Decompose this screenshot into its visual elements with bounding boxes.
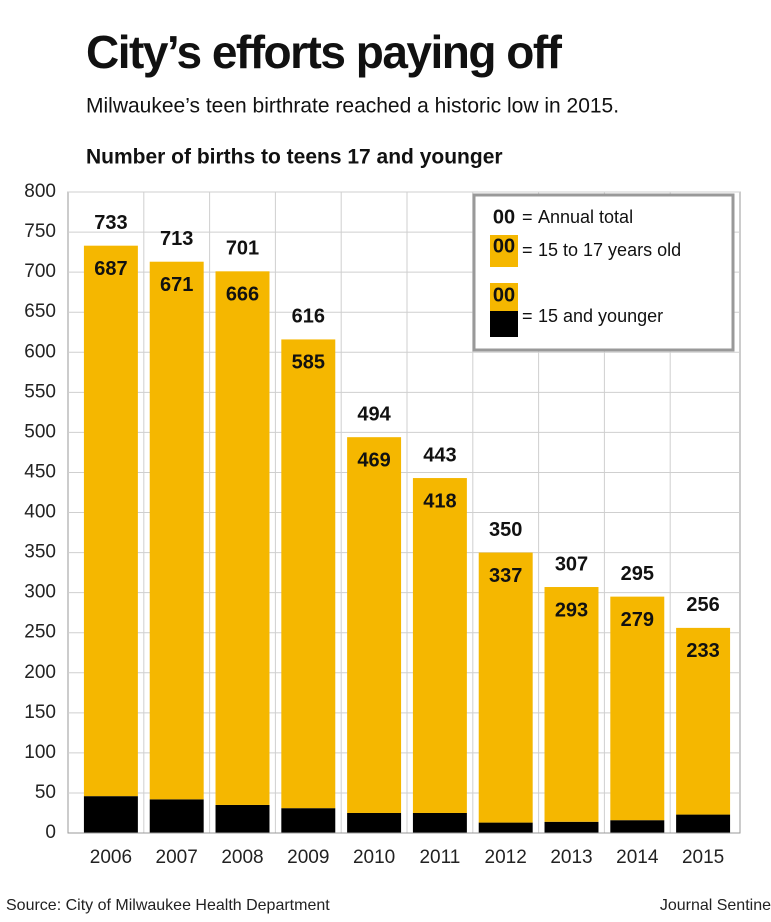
segment-label: 418 xyxy=(423,490,456,512)
x-tick-label: 2015 xyxy=(682,847,724,868)
x-tick-label: 2008 xyxy=(221,847,263,868)
bar-segment xyxy=(676,814,731,833)
x-tick-label: 2011 xyxy=(419,847,460,868)
segment-label: 279 xyxy=(621,609,654,631)
total-label: 701 xyxy=(226,238,259,260)
segment-label: 293 xyxy=(555,599,588,621)
bar-segment xyxy=(544,821,599,833)
segment-label: 666 xyxy=(226,284,259,306)
y-tick-label: 800 xyxy=(24,181,56,202)
bar-segment xyxy=(478,822,533,833)
bar-segment xyxy=(281,339,336,809)
total-label: 713 xyxy=(160,228,193,250)
bar-segment xyxy=(83,796,138,833)
legend-label: 15 and younger xyxy=(538,306,663,326)
bar-segment xyxy=(215,804,270,833)
y-tick-label: 300 xyxy=(24,582,56,603)
bar-segment xyxy=(83,245,138,797)
segment-label: 337 xyxy=(489,565,522,587)
bar-segment xyxy=(215,271,270,805)
total-label: 256 xyxy=(686,594,719,616)
segment-label: 469 xyxy=(357,449,390,471)
y-tick-label: 450 xyxy=(24,461,56,482)
legend-separator: = xyxy=(522,207,533,227)
segment-label: 671 xyxy=(160,274,193,296)
source: Source: City of Milwaukee Health Departm… xyxy=(6,897,330,914)
x-tick-label: 2006 xyxy=(90,847,132,868)
y-tick-label: 0 xyxy=(45,822,56,843)
bar-segment xyxy=(610,820,665,833)
total-label: 295 xyxy=(621,563,654,585)
x-tick-label: 2007 xyxy=(156,847,198,868)
bar-segment xyxy=(149,261,204,800)
bar-segment xyxy=(149,799,204,833)
legend-label: Annual total xyxy=(538,207,633,227)
x-tick-label: 2010 xyxy=(353,847,395,868)
chart-heading: Number of births to teens 17 and younger xyxy=(86,146,503,169)
bar-segment xyxy=(478,552,533,823)
y-tick-label: 100 xyxy=(24,742,56,763)
legend-swatch xyxy=(490,311,518,337)
x-tick-label: 2009 xyxy=(287,847,329,868)
y-tick-label: 150 xyxy=(24,702,56,723)
x-tick-label: 2014 xyxy=(616,847,659,868)
legend-swatch xyxy=(490,235,518,267)
segment-label: 687 xyxy=(94,258,127,280)
y-tick-label: 250 xyxy=(24,622,56,643)
total-label: 494 xyxy=(357,403,391,425)
total-label: 733 xyxy=(94,212,127,234)
y-tick-label: 500 xyxy=(24,421,56,442)
y-tick-label: 550 xyxy=(24,381,56,402)
legend-separator: = xyxy=(522,306,533,326)
total-label: 307 xyxy=(555,553,588,575)
bar-segment xyxy=(676,627,731,815)
y-tick-label: 200 xyxy=(24,662,56,683)
y-tick-label: 600 xyxy=(24,341,56,362)
x-tick-label: 2013 xyxy=(550,847,592,868)
legend-sample: 00 xyxy=(493,284,515,306)
y-tick-label: 350 xyxy=(24,542,56,563)
bar-segment xyxy=(412,812,467,833)
legend-sample: 00 xyxy=(493,206,515,228)
y-tick-label: 750 xyxy=(24,221,56,242)
credit: Journal Sentine xyxy=(660,897,771,914)
bar-segment xyxy=(347,812,402,833)
bar-segment xyxy=(544,587,599,822)
bar-segment xyxy=(412,478,467,813)
bar-segment xyxy=(281,808,336,833)
total-label: 350 xyxy=(489,519,522,541)
legend-label: 15 to 17 years old xyxy=(538,240,681,260)
x-tick-label: 2012 xyxy=(485,847,527,868)
legend-sample: 00 xyxy=(493,235,515,257)
y-tick-label: 50 xyxy=(35,782,56,803)
y-tick-label: 700 xyxy=(24,261,56,282)
segment-label: 233 xyxy=(686,640,719,662)
total-label: 616 xyxy=(292,306,325,328)
segment-label: 585 xyxy=(292,352,325,374)
bar-segment xyxy=(610,596,665,821)
chart-subtitle: Milwaukee’s teen birthrate reached a his… xyxy=(86,95,619,118)
y-tick-label: 400 xyxy=(24,502,56,523)
legend-swatch xyxy=(490,283,518,311)
bar-segment xyxy=(347,437,402,813)
y-tick-label: 650 xyxy=(24,301,56,322)
legend-separator: = xyxy=(522,240,533,260)
chart-title: City’s efforts paying off xyxy=(86,26,563,78)
total-label: 443 xyxy=(423,444,456,466)
